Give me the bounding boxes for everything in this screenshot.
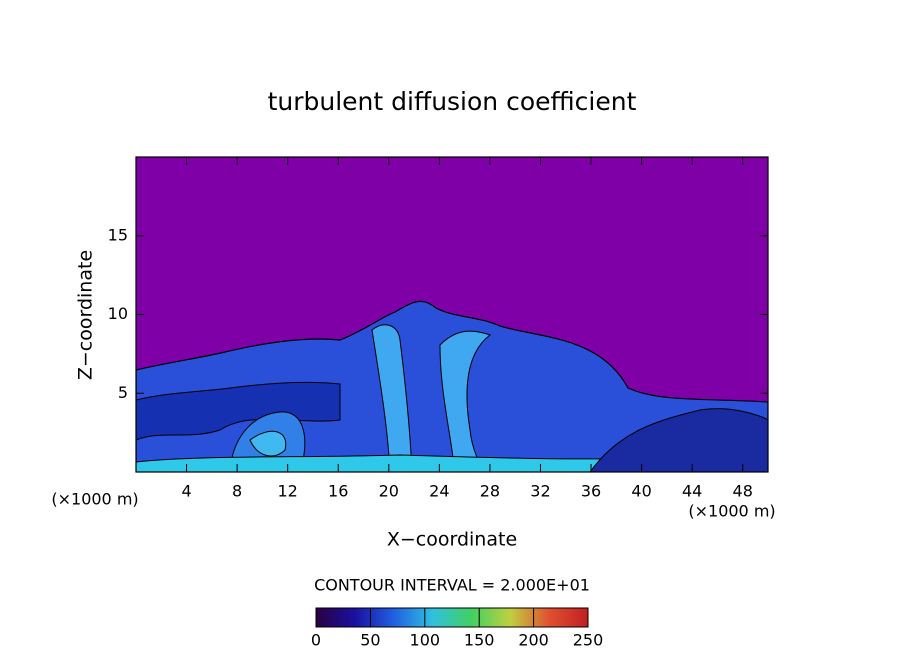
x-tick-label: 36 bbox=[581, 482, 601, 501]
colorbar-tick-label: 250 bbox=[573, 631, 604, 650]
contour-interval: CONTOUR INTERVAL = 2.000E+01 bbox=[314, 576, 590, 595]
colorbar-tick-label: 100 bbox=[410, 631, 441, 650]
y-tick-label: 10 bbox=[108, 304, 128, 323]
x-unit-label: (×1000 m) bbox=[688, 502, 775, 521]
x-tick-label: 28 bbox=[480, 482, 500, 501]
y-axis-label: Z−coordinate bbox=[75, 250, 97, 380]
x-tick-label: 20 bbox=[379, 482, 399, 501]
x-tick-label: 44 bbox=[682, 482, 702, 501]
colorbar bbox=[315, 607, 589, 628]
colorbar-tick-label: 150 bbox=[464, 631, 495, 650]
y-tick-label: 5 bbox=[118, 383, 128, 402]
x-tick-label: 16 bbox=[328, 482, 348, 501]
x-tick-label: 4 bbox=[181, 482, 191, 501]
x-tick-label: 40 bbox=[631, 482, 651, 501]
x-tick-label: 12 bbox=[278, 482, 298, 501]
x-axis-label: X−coordinate bbox=[387, 529, 517, 551]
colorbar-tick-label: 0 bbox=[311, 631, 321, 650]
colorbar-tick-label: 50 bbox=[360, 631, 380, 650]
field bbox=[136, 300, 768, 472]
x-tick-label: 8 bbox=[232, 482, 242, 501]
x-tick-label: 32 bbox=[530, 482, 550, 501]
y-tick-label: 15 bbox=[108, 225, 128, 244]
x-unit-label: (×1000 m) bbox=[51, 490, 138, 509]
x-tick-label: 48 bbox=[733, 482, 753, 501]
colorbar-tick-label: 200 bbox=[518, 631, 549, 650]
chart-title: turbulent diffusion coefficient bbox=[268, 87, 637, 116]
x-tick-label: 24 bbox=[429, 482, 449, 501]
